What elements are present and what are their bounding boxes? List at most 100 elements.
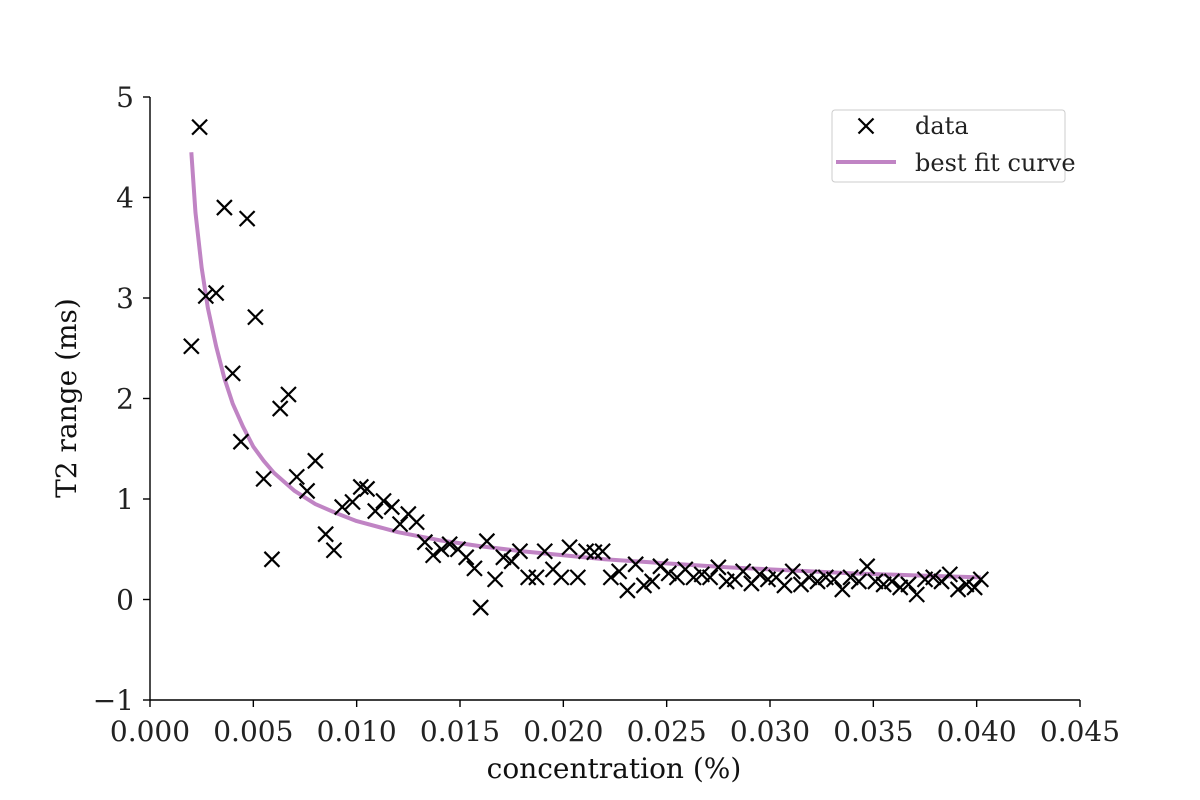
marker-stroke (536, 542, 554, 560)
data-point (660, 565, 678, 582)
x-tick-label: 0.045 (1040, 715, 1120, 748)
data-point (457, 549, 475, 566)
data-point (424, 547, 442, 564)
marker-stroke (495, 549, 512, 566)
legend-marker-data (857, 117, 875, 135)
axes-layer: 0.000 0.005 0.010 0.015 0.020 0.025 0.030 0.035… (93, 81, 1120, 748)
data-point (834, 581, 851, 598)
marker-stroke (375, 492, 392, 510)
data-point (842, 569, 859, 586)
marker-stroke (307, 452, 324, 470)
data-point (858, 558, 876, 575)
data-point (850, 573, 868, 590)
marker-stroke (842, 569, 859, 586)
marker-stroke (941, 566, 959, 583)
x-tick-label: 0.035 (833, 715, 913, 748)
y-tick-label: 3 (116, 282, 134, 315)
data-point (466, 560, 483, 577)
y-tick-label: 5 (116, 81, 134, 114)
data-point (472, 599, 489, 616)
marker-stroke (232, 433, 250, 450)
data-point (809, 573, 826, 590)
data-point (883, 573, 901, 590)
marker-stroke (352, 478, 370, 496)
marker-stroke (602, 569, 620, 586)
data-point (800, 569, 818, 586)
x-tick-label: 0.040 (937, 715, 1017, 748)
marker-stroke (577, 542, 595, 560)
data-point (255, 470, 272, 488)
data-point (900, 576, 917, 593)
data-point (972, 571, 990, 588)
marker-stroke (457, 549, 475, 566)
marker-stroke (416, 533, 434, 551)
marker-stroke (800, 569, 818, 586)
marker-stroke (958, 576, 975, 593)
marker-stroke (441, 535, 458, 553)
data-point (619, 582, 636, 599)
marker-stroke (643, 573, 661, 590)
data-point (602, 569, 620, 586)
marker-stroke (710, 559, 727, 576)
best-fit-curve (189, 152, 981, 580)
data-point (966, 579, 983, 596)
marker-stroke (207, 284, 225, 302)
data-point (635, 577, 653, 594)
data-point (751, 566, 768, 583)
data-point (528, 569, 545, 586)
marker-stroke (825, 571, 843, 588)
data-point (433, 540, 450, 558)
data-point (238, 210, 256, 227)
marker-stroke (255, 470, 272, 488)
data-point (366, 502, 384, 520)
marker-stroke (751, 566, 768, 583)
data-point (391, 515, 409, 533)
marker-stroke (867, 573, 884, 590)
marker-stroke (834, 581, 851, 598)
marker-stroke (472, 599, 489, 616)
data-point (949, 581, 967, 598)
marker-stroke (676, 561, 694, 578)
marker-stroke (544, 561, 562, 578)
marker-stroke (224, 365, 241, 382)
marker-stroke (503, 553, 520, 570)
data-point (317, 525, 334, 543)
data-point (610, 563, 628, 580)
marker-stroke (883, 573, 901, 590)
data-point (280, 386, 297, 403)
data-point (478, 532, 496, 550)
marker-stroke (271, 400, 289, 417)
marker-stroke (511, 542, 529, 560)
marker-stroke (767, 569, 785, 586)
data-point (408, 513, 425, 531)
marker-stroke (466, 560, 483, 577)
data-point (298, 482, 316, 500)
marker-stroke (358, 480, 376, 498)
marker-stroke (966, 579, 983, 596)
data-point (441, 535, 458, 553)
y-axis-label: T2 range (ms) (50, 298, 83, 498)
data-point (503, 553, 520, 570)
marker-stroke (528, 569, 545, 586)
marker-stroke (408, 513, 425, 531)
data-point (511, 542, 529, 560)
marker-stroke (627, 556, 644, 573)
y-tick-label: −1 (93, 684, 134, 717)
marker-stroke (619, 582, 636, 599)
marker-stroke (325, 541, 343, 559)
data-point (344, 493, 361, 511)
x-tick-label: 0.000 (110, 715, 190, 748)
data-point (486, 571, 504, 588)
marker-stroke (433, 540, 450, 558)
data-point (207, 284, 225, 302)
data-point (263, 551, 281, 568)
data-point (561, 538, 578, 556)
data-point (352, 478, 370, 496)
data-point (416, 533, 434, 551)
marker-stroke (191, 118, 208, 136)
marker-stroke (288, 468, 306, 486)
x-tick-label: 0.010 (317, 715, 397, 748)
marker-stroke (635, 577, 653, 594)
marker-stroke (610, 563, 628, 580)
marker-stroke (924, 569, 942, 586)
